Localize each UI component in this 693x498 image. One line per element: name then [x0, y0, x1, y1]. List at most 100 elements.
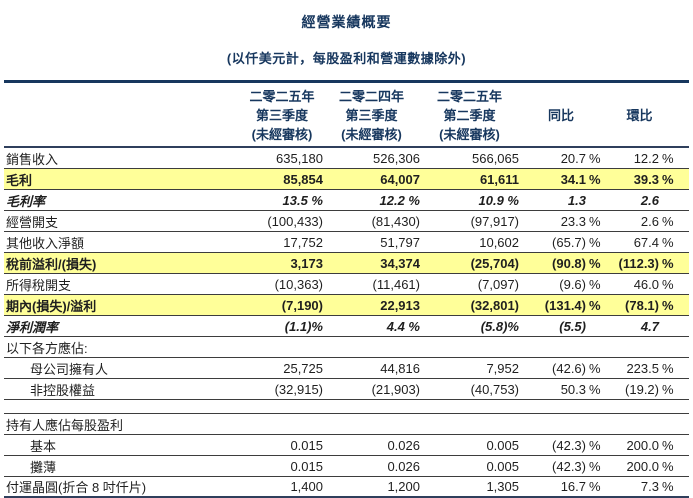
value-percent-sign: % — [662, 437, 674, 453]
cell-value: (40,753) — [470, 381, 519, 397]
cell-value: 0.026 — [387, 458, 420, 474]
row-label: 經營開支 — [6, 214, 59, 230]
spacer-row — [4, 400, 689, 414]
column-header-line: (未經審核) — [439, 127, 500, 142]
cell-value: 526,306 — [373, 150, 420, 166]
value-number: 12.2 — [633, 150, 659, 166]
table-row: 毛利 85,854 64,007 61,611 34.1% 39.3% — [4, 169, 689, 190]
value-percent-sign: % — [589, 276, 601, 292]
column-header-line — [603, 125, 676, 144]
table-row: 銷售收入 635,180 526,306 566,065 20.7% 12.2% — [4, 148, 689, 169]
column-header-line: (未經審核) — [251, 127, 313, 142]
cell-value: 64,007 — [380, 171, 420, 187]
cell-value: 50.3% — [519, 382, 603, 397]
cell-value: (10,363) — [274, 276, 323, 292]
cell-value: (131.4)% — [519, 298, 603, 313]
cell-value: 34,374 — [380, 255, 420, 271]
value-number: (19.2) — [625, 381, 659, 397]
cell-value: 85,854 — [283, 171, 323, 187]
value-number: 200.0 — [626, 458, 659, 474]
cell-value: (25,704) — [470, 255, 519, 271]
cell-value: (7,097) — [477, 276, 519, 292]
cell-value: 4.4 % — [386, 318, 420, 334]
row-label: 攤薄 — [30, 459, 57, 475]
cell-value: 0.005 — [486, 458, 519, 474]
cell-value: 200.0% — [603, 459, 676, 474]
table-row: 母公司擁有人 25,725 44,816 7,952 (42.6)% 223.5% — [4, 358, 689, 379]
value-percent-sign: % — [662, 255, 674, 271]
cell-value: 2.6% — [603, 214, 676, 229]
value-number: (9.6) — [559, 276, 586, 292]
cell-value: (97,917) — [470, 213, 519, 229]
cell-value: 17,752 — [283, 234, 323, 250]
value-number: 67.4 — [633, 234, 659, 250]
cell-value: 34.1% — [519, 172, 603, 187]
table-row: 持有人應佔每股盈利 — [4, 414, 689, 435]
cell-value: (1.1)% — [284, 318, 323, 334]
cell-value: 566,065 — [472, 150, 519, 166]
column-header-line: 二零二五年 — [436, 89, 502, 104]
value-percent-sign: % — [589, 381, 601, 397]
value-percent-sign: % — [589, 150, 601, 166]
value-number: (5.5) — [559, 318, 586, 334]
cell-value: 635,180 — [276, 150, 323, 166]
row-label: 母公司擁有人 — [30, 361, 109, 377]
value-number: 200.0 — [626, 437, 659, 453]
cell-value: 223.5% — [603, 361, 676, 376]
table-row: 非控股權益 (32,915) (21,903) (40,753) 50.3% (19.2)… — [4, 379, 689, 400]
value-percent-sign: % — [589, 437, 601, 453]
table-row: 攤薄 0.015 0.026 0.005 (42.3)% 200.0% — [4, 456, 689, 477]
cell-value: (100,433) — [267, 213, 323, 229]
value-percent-sign: % — [662, 297, 674, 313]
cell-value: (81,430) — [371, 213, 420, 229]
value-percent-sign: % — [589, 171, 601, 187]
cell-value: 0.026 — [387, 437, 420, 453]
value-percent-sign: % — [662, 458, 674, 474]
value-number: 2.6 — [640, 192, 659, 208]
value-percent-sign: % — [589, 234, 601, 250]
table-row: 以下各方應佔: — [4, 337, 689, 358]
column-header-line — [519, 125, 603, 144]
table-row: 稅前溢利/(損失) 3,173 34,374 (25,704) (90.8)% (112.… — [4, 253, 689, 274]
cell-value: (5.5) — [519, 319, 603, 334]
value-number: 4.7 — [640, 318, 659, 334]
column-header-line: 第三季度 — [255, 108, 308, 123]
cell-value: 13.5 % — [282, 192, 323, 208]
financial-summary-page: 經營業績概要 (以仟美元計，每股盈利和營運數據除外) 二零二五年 第三季度 (未… — [4, 14, 689, 498]
value-number: 20.7 — [560, 150, 586, 166]
cell-value: 20.7% — [519, 151, 603, 166]
row-label: 期內(損失)/溢利 — [6, 298, 97, 314]
cell-value: 2.6 — [603, 193, 676, 208]
table-row: 毛利率 13.5 % 12.2 % 10.9 % 1.3 2.6 — [4, 190, 689, 211]
cell-value: (42.3)% — [519, 438, 603, 453]
value-percent-sign: % — [589, 360, 601, 376]
column-header-2024-q3: 二零二四年 第三季度 (未經審核) — [323, 87, 420, 144]
cell-value: 3,173 — [290, 255, 323, 271]
header-label-spacer — [6, 87, 241, 144]
cell-value: 61,611 — [479, 171, 519, 187]
cell-value: (78.1)% — [603, 298, 676, 313]
row-label: 以下各方應佔: — [6, 340, 88, 356]
page-title: 經營業績概要 — [301, 14, 392, 30]
value-number: (42.3) — [552, 437, 586, 453]
cell-value: 4.7 — [603, 319, 676, 334]
value-number: (112.3) — [618, 255, 659, 271]
value-percent-sign: % — [662, 234, 674, 250]
cell-value: (9.6)% — [519, 277, 603, 292]
value-percent-sign: % — [662, 150, 674, 166]
cell-value: (65.7)% — [519, 235, 603, 250]
cell-value: 22,913 — [380, 297, 420, 313]
row-label: 毛利率 — [6, 193, 46, 209]
column-header-yoy: 同比 — [519, 87, 603, 144]
cell-value: (42.6)% — [519, 361, 603, 376]
value-percent-sign: % — [662, 213, 674, 229]
value-percent-sign: % — [662, 381, 674, 397]
value-number: 223.5 — [626, 360, 659, 376]
cell-value: (21,903) — [371, 381, 420, 397]
results-table: 二零二五年 第三季度 (未經審核) 二零二四年 第三季度 (未經審核) 二零二五… — [4, 80, 689, 498]
table-row: 期內(損失)/溢利 (7,190) 22,913 (32,801) (131.4)% (7… — [4, 295, 689, 316]
value-percent-sign: % — [589, 255, 601, 271]
cell-value: 46.0% — [603, 277, 676, 292]
cell-value: (42.3)% — [519, 459, 603, 474]
table-row: 基本 0.015 0.026 0.005 (42.3)% 200.0% — [4, 435, 689, 456]
